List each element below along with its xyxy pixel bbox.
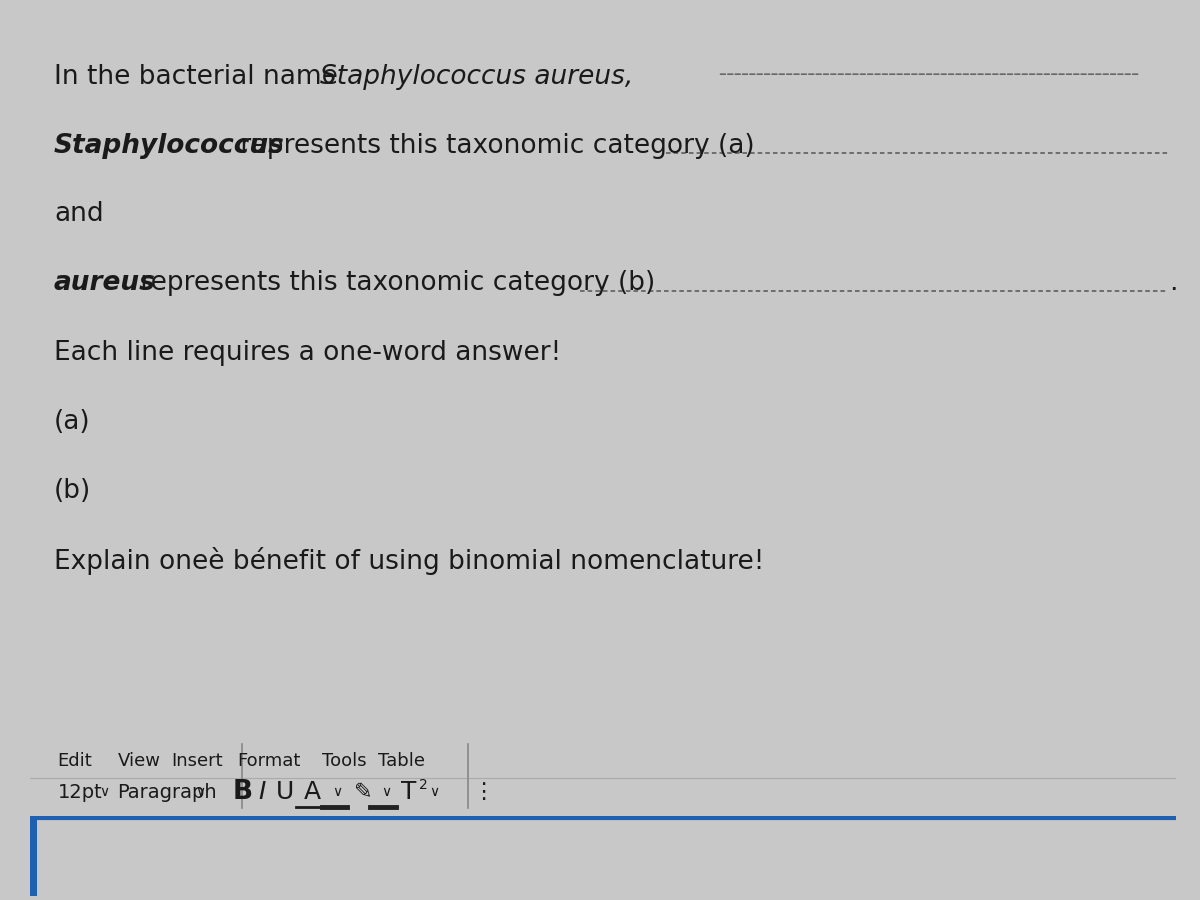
Text: A: A xyxy=(304,780,320,804)
Text: ✎: ✎ xyxy=(354,782,373,802)
Text: ⋮: ⋮ xyxy=(472,782,494,802)
Text: Format: Format xyxy=(238,752,301,770)
Text: .: . xyxy=(1169,271,1177,296)
Text: B: B xyxy=(233,779,253,805)
Text: represents this taxonomic category (a): represents this taxonomic category (a) xyxy=(232,133,755,158)
Text: ∨: ∨ xyxy=(100,785,109,799)
Text: In the bacterial name: In the bacterial name xyxy=(54,64,347,89)
Text: ∨: ∨ xyxy=(430,785,439,799)
Text: Staphylococcus aureus,: Staphylococcus aureus, xyxy=(320,64,634,89)
Text: (a): (a) xyxy=(54,410,91,435)
FancyBboxPatch shape xyxy=(30,816,37,896)
Text: Table: Table xyxy=(378,752,425,770)
Text: Paragraph: Paragraph xyxy=(118,782,217,802)
Text: 12pt: 12pt xyxy=(58,782,102,802)
Text: T: T xyxy=(401,780,416,804)
Text: Explain oneè bénefit of using binomial nomenclature!: Explain oneè bénefit of using binomial … xyxy=(54,546,764,575)
Text: I: I xyxy=(258,780,265,804)
Text: Staphylococcus: Staphylococcus xyxy=(54,133,284,158)
Text: Insert: Insert xyxy=(172,752,223,770)
Text: ∨: ∨ xyxy=(196,785,205,799)
Text: U: U xyxy=(276,780,294,804)
Text: Each line requires a one-word answer!: Each line requires a one-word answer! xyxy=(54,340,562,365)
Text: ∨: ∨ xyxy=(382,785,391,799)
Text: and: and xyxy=(54,202,103,227)
Text: aureus: aureus xyxy=(54,271,156,296)
Text: Edit: Edit xyxy=(58,752,92,770)
Text: (b): (b) xyxy=(54,479,91,504)
Text: ∨: ∨ xyxy=(332,785,342,799)
Text: 2: 2 xyxy=(419,778,427,792)
Text: View: View xyxy=(118,752,161,770)
Text: Tools: Tools xyxy=(322,752,366,770)
Text: represents this taxonomic category (b): represents this taxonomic category (b) xyxy=(132,271,655,296)
